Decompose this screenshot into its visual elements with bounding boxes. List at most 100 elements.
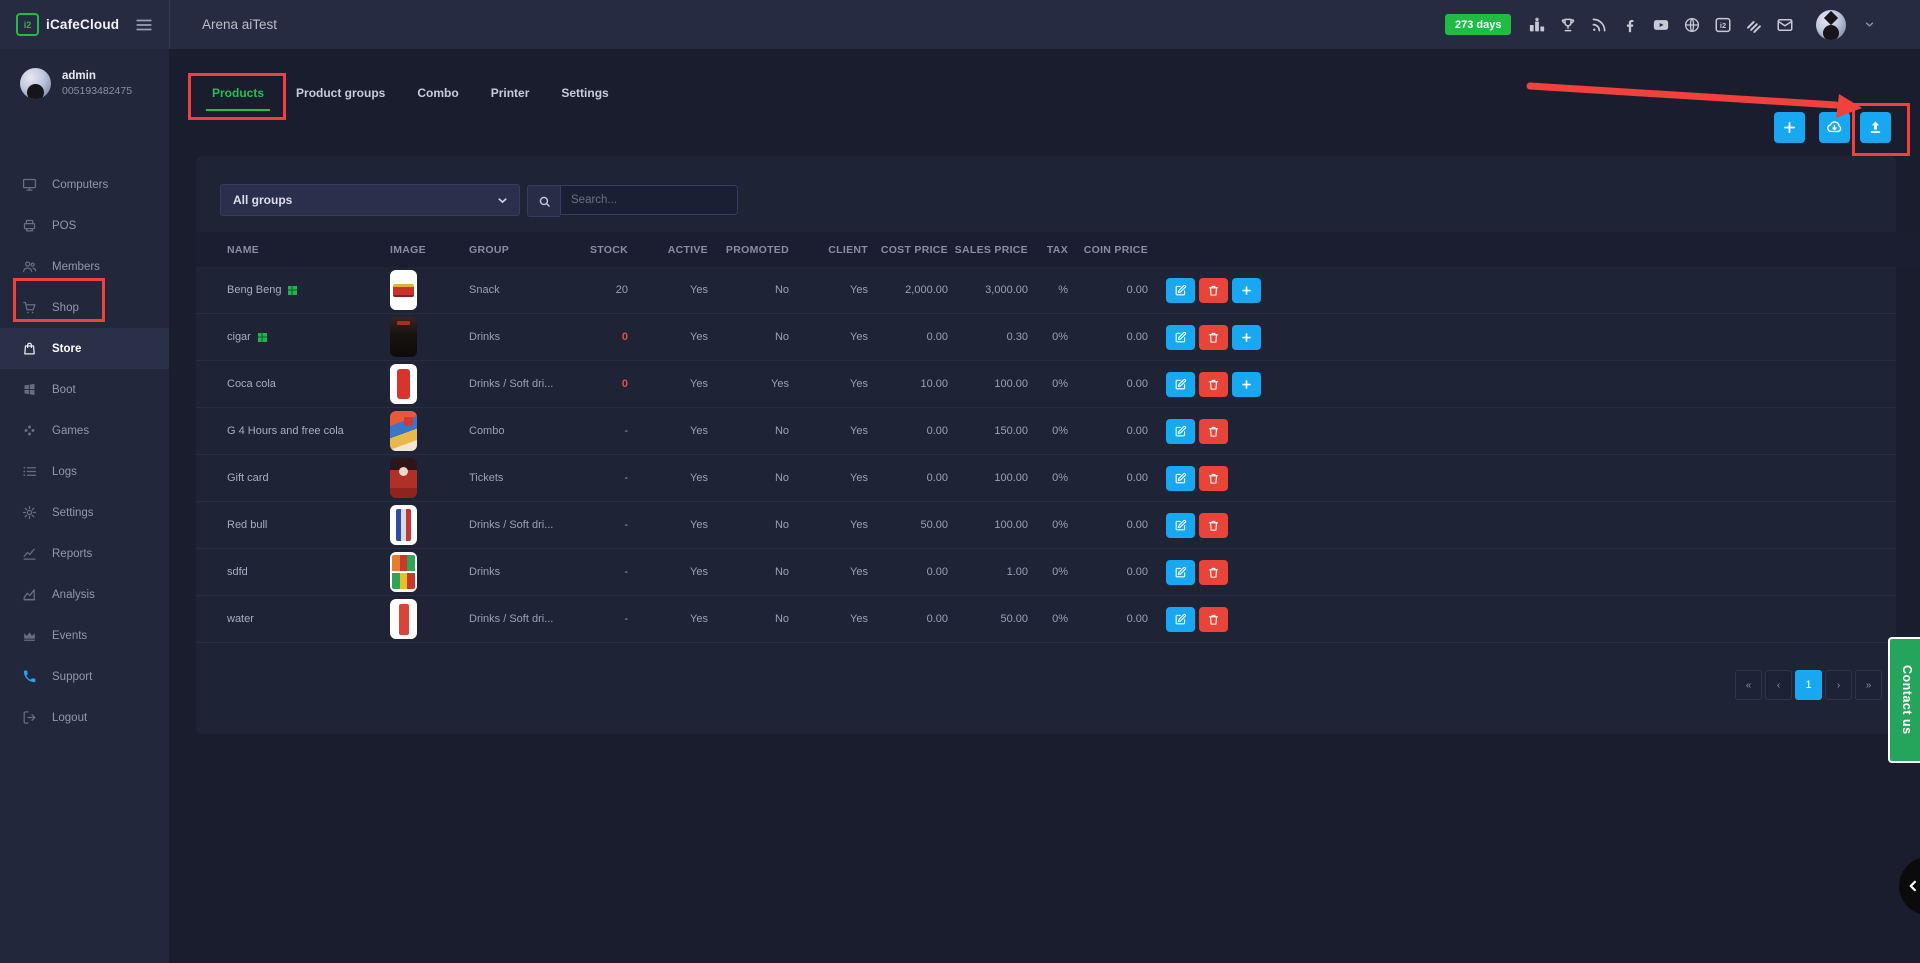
trophy-icon[interactable] [1559, 16, 1577, 34]
edit-button[interactable] [1166, 559, 1195, 585]
pagination-first-button[interactable]: « [1735, 670, 1762, 700]
product-active: Yes [690, 613, 708, 625]
page-title: Arena aiTest [202, 17, 278, 32]
pagination-last-button[interactable]: » [1855, 670, 1882, 700]
product-name: Red bull [227, 519, 268, 531]
product-tax: % [1058, 284, 1068, 296]
sidebar-item-reports[interactable]: Reports [0, 533, 169, 574]
table-row: Beng Beng Snack 20 Yes No Yes 2,000.00 3… [196, 267, 1896, 314]
product-coin-price: 0.00 [1126, 284, 1148, 296]
chat-widget-button[interactable] [1899, 857, 1920, 915]
facebook-icon[interactable] [1621, 16, 1639, 34]
sidebar-item-logs[interactable]: Logs [0, 451, 169, 492]
edit-button[interactable] [1166, 277, 1195, 303]
table-header: NAME IMAGE GROUP STOCK ACTIVE PROMOTED C… [196, 232, 1920, 267]
product-promoted: No [774, 472, 789, 484]
pagination-prev-button[interactable]: ‹ [1765, 670, 1792, 700]
delete-button[interactable] [1199, 606, 1228, 632]
product-group: Drinks / Soft dri... [469, 378, 554, 390]
product-promoted: No [774, 425, 789, 437]
search-input[interactable] [560, 185, 738, 215]
product-image [390, 317, 417, 357]
sidebar-item-support[interactable]: Support [0, 656, 169, 697]
product-stock: - [624, 472, 628, 484]
add-stock-button[interactable] [1232, 324, 1261, 350]
delete-button[interactable] [1199, 559, 1228, 585]
games-icon [22, 423, 37, 438]
icafecloud-logo-icon: i2 [16, 13, 39, 36]
product-active: Yes [690, 425, 708, 437]
delete-button[interactable] [1199, 465, 1228, 491]
tab-settings[interactable]: Settings [561, 86, 609, 100]
sidebar-item-shop[interactable]: Shop [0, 287, 169, 328]
bag-icon [22, 341, 37, 356]
sidebar-item-events[interactable]: Events [0, 615, 169, 656]
delete-button[interactable] [1199, 371, 1228, 397]
product-tax: 0% [1052, 613, 1068, 625]
layers-icon[interactable] [1745, 16, 1763, 34]
product-tax: 0% [1052, 566, 1068, 578]
tab-product-groups[interactable]: Product groups [296, 86, 386, 100]
tab-products[interactable]: Products [196, 76, 280, 111]
hamburger-menu-icon[interactable] [135, 16, 153, 34]
globe-icon[interactable] [1683, 16, 1701, 34]
avatar[interactable] [20, 68, 51, 99]
add-stock-button[interactable] [1232, 371, 1261, 397]
upload-button[interactable] [1860, 112, 1891, 143]
leaderboard-icon[interactable] [1528, 16, 1546, 34]
client-grid-icon [288, 285, 298, 295]
add-product-button[interactable] [1774, 112, 1805, 143]
contact-us-button[interactable]: Contact us [1888, 637, 1920, 763]
gear-icon [22, 505, 37, 520]
sidebar-item-settings[interactable]: Settings [0, 492, 169, 533]
product-client: Yes [850, 519, 868, 531]
cloud-download-button[interactable] [1819, 112, 1850, 143]
sidebar-item-store[interactable]: Store [0, 328, 169, 369]
tab-combo[interactable]: Combo [417, 86, 459, 100]
sidebar-item-pos[interactable]: POS [0, 205, 169, 246]
edit-button[interactable] [1166, 606, 1195, 632]
table-row: Gift card Tickets - Yes No Yes 0.00 100.… [196, 455, 1896, 502]
tab-printer[interactable]: Printer [490, 86, 530, 100]
product-coin-price: 0.00 [1126, 519, 1148, 531]
delete-button[interactable] [1199, 324, 1228, 350]
sidebar-item-boot[interactable]: Boot [0, 369, 169, 410]
product-image [390, 505, 417, 545]
delete-button[interactable] [1199, 418, 1228, 444]
youtube-icon[interactable] [1652, 16, 1670, 34]
group-select[interactable]: All groups [220, 184, 520, 216]
chevron-down-icon[interactable] [1863, 18, 1876, 31]
sidebar-item-analysis[interactable]: Analysis [0, 574, 169, 615]
user-avatar[interactable] [1816, 9, 1846, 40]
rss-icon[interactable] [1590, 16, 1608, 34]
pagination-next-button[interactable]: › [1825, 670, 1852, 700]
sidebar-item-logout[interactable]: Logout [0, 697, 169, 738]
edit-button[interactable] [1166, 371, 1195, 397]
product-image [390, 364, 417, 404]
product-stock: 20 [615, 284, 628, 296]
client-grid-icon [257, 332, 267, 342]
list-icon [22, 464, 37, 479]
edit-button[interactable] [1166, 465, 1195, 491]
edit-button[interactable] [1166, 324, 1195, 350]
product-cost-price: 10.00 [920, 378, 948, 390]
subscription-days-badge[interactable]: 273 days [1445, 14, 1512, 35]
add-stock-button[interactable] [1232, 277, 1261, 303]
product-sales-price: 100.00 [994, 472, 1028, 484]
product-cost-price: 50.00 [920, 519, 948, 531]
delete-button[interactable] [1199, 512, 1228, 538]
mail-icon[interactable] [1776, 16, 1794, 34]
edit-button[interactable] [1166, 418, 1195, 444]
delete-button[interactable] [1199, 277, 1228, 303]
sidebar-item-games[interactable]: Games [0, 410, 169, 451]
sidebar-item-computers[interactable]: Computers [0, 164, 169, 205]
icafe-site-icon[interactable]: i2 [1714, 16, 1732, 34]
sidebar-item-members[interactable]: Members [0, 246, 169, 287]
pagination-page-1[interactable]: 1 [1795, 670, 1822, 700]
product-active: Yes [690, 331, 708, 343]
search-icon[interactable] [527, 185, 560, 217]
table-body: Beng Beng Snack 20 Yes No Yes 2,000.00 3… [196, 267, 1896, 643]
product-group: Snack [469, 284, 500, 296]
edit-button[interactable] [1166, 512, 1195, 538]
pagination: « ‹ 1 › » [1735, 670, 1882, 700]
